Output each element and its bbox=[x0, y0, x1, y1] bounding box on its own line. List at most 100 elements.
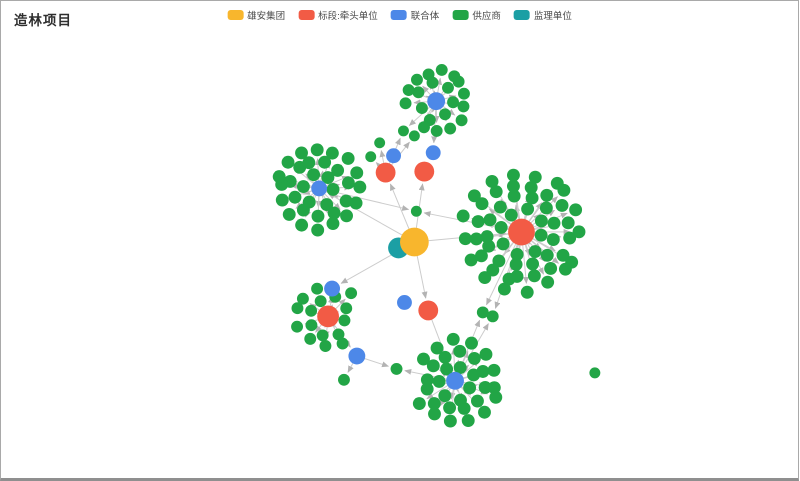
supplier-node[interactable] bbox=[305, 319, 318, 332]
supplier-node[interactable] bbox=[341, 176, 355, 190]
supplier-node[interactable] bbox=[311, 209, 325, 223]
supplier-node[interactable] bbox=[572, 225, 586, 239]
supplier-node[interactable] bbox=[452, 75, 465, 88]
supplier-node[interactable] bbox=[489, 390, 503, 404]
supplier-node[interactable] bbox=[281, 155, 295, 169]
supplier-node[interactable] bbox=[525, 191, 539, 205]
consortium-node[interactable] bbox=[427, 92, 446, 111]
supplier-node[interactable] bbox=[457, 401, 471, 415]
consortium-node[interactable] bbox=[446, 371, 464, 390]
supplier-node[interactable] bbox=[563, 231, 577, 245]
supplier-node[interactable] bbox=[365, 151, 377, 163]
supplier-node[interactable] bbox=[295, 218, 309, 232]
supplier-node[interactable] bbox=[509, 257, 523, 271]
supplier-node[interactable] bbox=[471, 394, 484, 408]
supplier-node[interactable] bbox=[464, 253, 478, 267]
supplier-node[interactable] bbox=[447, 96, 460, 109]
supplier-node[interactable] bbox=[408, 130, 420, 142]
supplier-node[interactable] bbox=[399, 97, 412, 110]
supplier-node[interactable] bbox=[482, 239, 496, 253]
supplier-node[interactable] bbox=[326, 182, 340, 196]
group-node[interactable] bbox=[399, 227, 429, 257]
supplier-node[interactable] bbox=[458, 232, 472, 246]
supplier-node[interactable] bbox=[412, 86, 425, 99]
supplier-node[interactable] bbox=[430, 124, 443, 137]
supplier-node[interactable] bbox=[331, 163, 345, 177]
supplier-node[interactable] bbox=[349, 196, 363, 210]
supplier-node[interactable] bbox=[544, 262, 558, 275]
supplier-node[interactable] bbox=[520, 285, 534, 299]
supplier-node[interactable] bbox=[480, 230, 494, 244]
supplier-node[interactable] bbox=[504, 208, 518, 222]
consortium-node[interactable] bbox=[348, 347, 366, 365]
supplier-node[interactable] bbox=[467, 351, 481, 365]
supplier-node[interactable] bbox=[483, 213, 497, 227]
supplier-node[interactable] bbox=[275, 193, 289, 207]
supplier-node[interactable] bbox=[305, 304, 318, 317]
legend-item-lead[interactable]: 标段:牵头单位 bbox=[298, 8, 378, 22]
supplier-node[interactable] bbox=[291, 302, 304, 315]
supplier-node[interactable] bbox=[325, 146, 339, 160]
consortium-node[interactable] bbox=[311, 180, 328, 197]
supplier-node[interactable] bbox=[402, 84, 415, 97]
supplier-node[interactable] bbox=[438, 389, 452, 403]
supplier-node[interactable] bbox=[478, 381, 492, 394]
lead-node[interactable] bbox=[414, 161, 435, 182]
supplier-node[interactable] bbox=[474, 249, 488, 263]
supplier-node[interactable] bbox=[390, 362, 403, 375]
supplier-node[interactable] bbox=[458, 87, 470, 100]
supplier-node[interactable] bbox=[478, 271, 492, 285]
supplier-node[interactable] bbox=[443, 414, 457, 428]
supplier-node[interactable] bbox=[476, 306, 489, 319]
supplier-node[interactable] bbox=[507, 189, 521, 203]
supplier-node[interactable] bbox=[417, 352, 430, 366]
supplier-node[interactable] bbox=[296, 292, 309, 305]
supplier-node[interactable] bbox=[288, 190, 302, 204]
supplier-node[interactable] bbox=[469, 232, 483, 246]
supplier-node[interactable] bbox=[486, 310, 499, 323]
supplier-node[interactable] bbox=[485, 175, 499, 188]
supplier-node[interactable] bbox=[557, 183, 571, 197]
supplier-node[interactable] bbox=[492, 254, 506, 268]
supplier-node[interactable] bbox=[539, 201, 553, 215]
supplier-node[interactable] bbox=[463, 381, 477, 395]
supplier-node[interactable] bbox=[327, 206, 341, 220]
supplier-node[interactable] bbox=[272, 170, 286, 184]
supplier-node[interactable] bbox=[345, 287, 358, 300]
supplier-node[interactable] bbox=[422, 68, 435, 81]
supplier-node[interactable] bbox=[497, 282, 511, 296]
supplier-node[interactable] bbox=[341, 152, 355, 165]
lead-node[interactable] bbox=[418, 300, 439, 321]
supplier-node[interactable] bbox=[506, 168, 520, 182]
supplier-node[interactable] bbox=[486, 263, 500, 277]
supplier-node[interactable] bbox=[430, 341, 444, 355]
supplier-node[interactable] bbox=[453, 361, 467, 374]
supplier-node[interactable] bbox=[296, 180, 310, 193]
supplier-node[interactable] bbox=[478, 405, 491, 419]
supplier-node[interactable] bbox=[534, 214, 548, 228]
supplier-node[interactable] bbox=[502, 272, 516, 286]
consortium-node[interactable] bbox=[397, 295, 412, 310]
supplier-node[interactable] bbox=[398, 125, 409, 137]
supplier-node[interactable] bbox=[338, 314, 351, 327]
supplier-node[interactable] bbox=[496, 237, 510, 251]
supplier-node[interactable] bbox=[475, 197, 489, 211]
supplier-node[interactable] bbox=[528, 170, 542, 184]
supplier-node[interactable] bbox=[465, 336, 478, 350]
supplier-node[interactable] bbox=[467, 189, 481, 203]
supplier-node[interactable] bbox=[489, 185, 503, 199]
supplier-node[interactable] bbox=[411, 73, 423, 86]
supplier-node[interactable] bbox=[311, 223, 325, 237]
supplier-node[interactable] bbox=[540, 248, 554, 262]
supplier-node[interactable] bbox=[319, 340, 332, 352]
consortium-node[interactable] bbox=[324, 280, 340, 297]
supplier-node[interactable] bbox=[296, 203, 310, 217]
supplier-node[interactable] bbox=[524, 181, 538, 194]
supplier-node[interactable] bbox=[506, 179, 520, 193]
supplier-node[interactable] bbox=[418, 121, 430, 134]
supplier-node[interactable] bbox=[569, 203, 583, 217]
supplier-node[interactable] bbox=[541, 275, 555, 289]
legend-item-supervisor[interactable]: 监理单位 bbox=[513, 8, 572, 22]
supplier-node[interactable] bbox=[521, 202, 535, 216]
